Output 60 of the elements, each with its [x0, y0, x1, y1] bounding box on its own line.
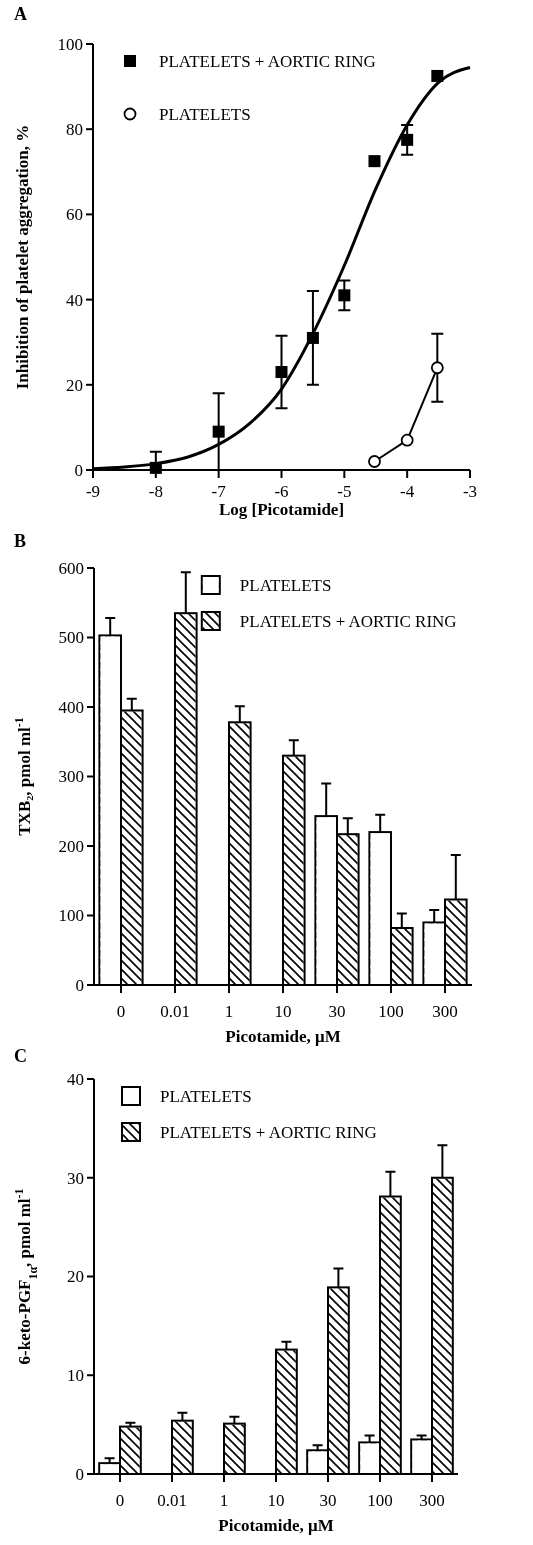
y-tick-label: 0 — [75, 1464, 84, 1484]
y-tick-label: 10 — [67, 1366, 84, 1386]
x-tick-label: -5 — [337, 482, 352, 501]
chart-title: B — [14, 531, 27, 551]
x-tick-label: 1 — [224, 1002, 234, 1021]
point — [430, 361, 444, 375]
y-tick-label: 20 — [66, 375, 83, 395]
y-tick-label: 100 — [58, 906, 84, 926]
y-tick-label: 40 — [67, 1069, 84, 1089]
x-tick-label: -6 — [274, 482, 289, 501]
point — [275, 366, 288, 379]
legend-label: PLATELETS — [159, 104, 251, 124]
point — [400, 433, 414, 447]
x-tick-label: 100 — [378, 1002, 404, 1021]
chart-title: C — [14, 1046, 27, 1066]
x-tick-label: -8 — [148, 482, 163, 501]
y-tick-label: 600 — [58, 558, 84, 578]
y-tick-label: 30 — [67, 1168, 84, 1188]
x-axis-title: Picotamide, μM — [225, 1027, 341, 1046]
y-tick-label: 100 — [57, 34, 83, 54]
legend-label: PLATELETS + AORTIC RING — [159, 51, 376, 71]
legend-label: PLATELETS + AORTIC RING — [239, 611, 457, 631]
point — [401, 133, 414, 146]
y-tick-label: 0 — [74, 460, 83, 480]
x-tick-label: 30 — [328, 1002, 346, 1021]
x-tick-label: 0 — [115, 1491, 125, 1510]
legend-label: PLATELETS — [239, 575, 332, 595]
x-tick-label: 300 — [419, 1491, 445, 1510]
point — [338, 289, 351, 302]
y-tick-label: 40 — [66, 290, 83, 310]
y-tick-label: 300 — [58, 767, 84, 787]
y-tick-label: 0 — [75, 975, 84, 995]
y-tick-label: 60 — [66, 205, 83, 225]
x-tick-label: 1 — [219, 1491, 229, 1510]
y-tick-label: 80 — [66, 120, 83, 140]
x-tick-label: -9 — [85, 482, 101, 501]
x-tick-label: 0 — [116, 1002, 126, 1021]
x-tick-label: 100 — [367, 1491, 393, 1510]
x-tick-label: 10 — [267, 1491, 285, 1510]
y-tick-label: 500 — [58, 628, 84, 648]
x-tick-label: 300 — [432, 1002, 458, 1021]
point — [368, 155, 381, 168]
point — [212, 425, 225, 438]
x-tick-label: 30 — [319, 1491, 337, 1510]
point — [368, 455, 381, 468]
x-tick-label: -3 — [462, 482, 478, 501]
x-tick-label: 10 — [274, 1002, 292, 1021]
x-tick-label: 0.01 — [157, 1491, 187, 1510]
chart-title: A — [14, 4, 27, 24]
y-tick-label: 400 — [58, 697, 84, 717]
legend-label: PLATELETS — [160, 1086, 252, 1106]
y-tick-label: 200 — [58, 836, 84, 856]
x-tick-label: -4 — [400, 482, 415, 501]
x-tick-label: -7 — [211, 482, 227, 501]
legend-label: PLATELETS + AORTIC RING — [160, 1122, 377, 1142]
x-tick-label: 0.01 — [160, 1002, 190, 1021]
y-axis-title: Inhibition of platelet aggregation, % — [13, 124, 32, 390]
y-tick-label: 20 — [67, 1267, 84, 1287]
x-axis-title: Picotamide, μM — [218, 1516, 334, 1535]
x-axis-title: Log [Picotamide] — [218, 500, 345, 519]
